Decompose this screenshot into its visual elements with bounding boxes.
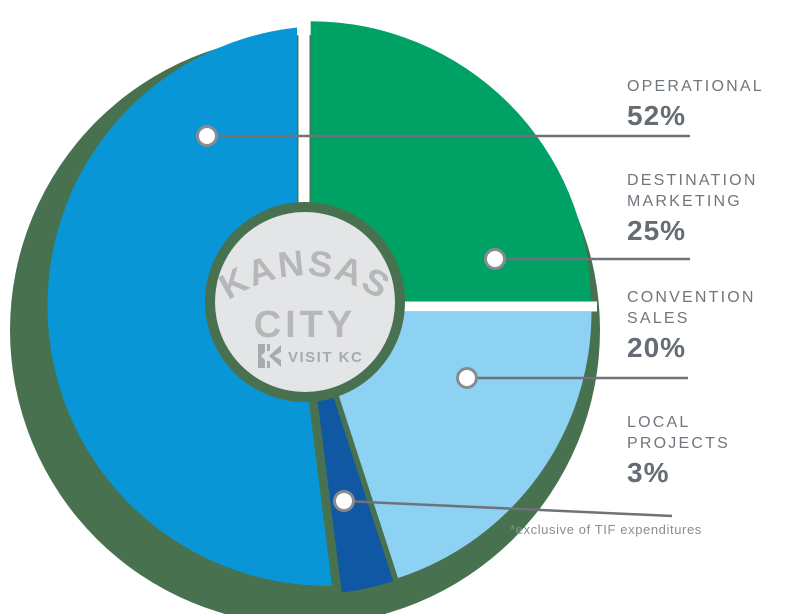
legend-label-local-projects: LOCAL PROJECTS [627, 414, 730, 452]
legend-label-destination-marketing: DESTINATION MARKETING [627, 172, 758, 210]
visitkc-logo-icon [258, 344, 281, 368]
visitkc-wordmark: VISIT KC [288, 349, 363, 366]
legend-pct-convention-sales: 20% [627, 332, 687, 363]
legend-item-destination-marketing: DESTINATION MARKETING 25% [627, 170, 800, 245]
legend-item-local-projects: LOCAL PROJECTS 3% [627, 412, 800, 487]
pie-slice-destination-marketing [310, 21, 591, 302]
leader-line-local-projects [343, 499, 673, 518]
pie-slice-operational [47, 27, 333, 586]
legend-label-operational: OPERATIONAL [627, 78, 764, 95]
legend-pct-local-projects: 3% [627, 457, 670, 488]
footnote-text: *exclusive of TIF expenditures [510, 522, 702, 537]
city-text: CITY [254, 304, 357, 346]
callout-dot-destination-marketing [484, 248, 506, 270]
callout-dot-local-projects [333, 490, 355, 512]
legend-item-operational: OPERATIONAL 52% [627, 76, 800, 130]
callout-dot-convention-sales [456, 367, 478, 389]
legend-pct-operational: 52% [627, 100, 687, 131]
legend-label-convention-sales: CONVENTION SALES [627, 289, 756, 327]
legend-item-convention-sales: CONVENTION SALES 20% [627, 287, 800, 362]
legend-pct-destination-marketing: 25% [627, 215, 687, 246]
callout-dot-operational [196, 125, 218, 147]
